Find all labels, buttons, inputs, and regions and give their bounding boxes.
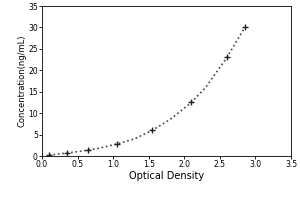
Y-axis label: Concentration(ng/mL): Concentration(ng/mL) — [18, 35, 27, 127]
X-axis label: Optical Density: Optical Density — [129, 171, 204, 181]
